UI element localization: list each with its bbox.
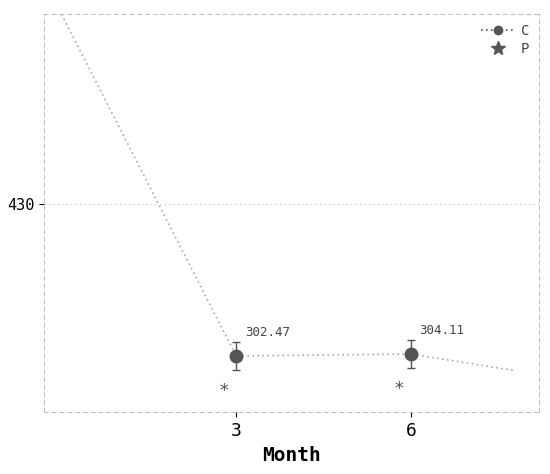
Text: *: * [219,382,229,400]
X-axis label: Month: Month [262,446,321,465]
Legend: C, P: C, P [478,21,532,59]
Text: 304.11: 304.11 [420,324,465,337]
Text: *: * [393,380,404,398]
Text: 302.47: 302.47 [245,326,290,339]
